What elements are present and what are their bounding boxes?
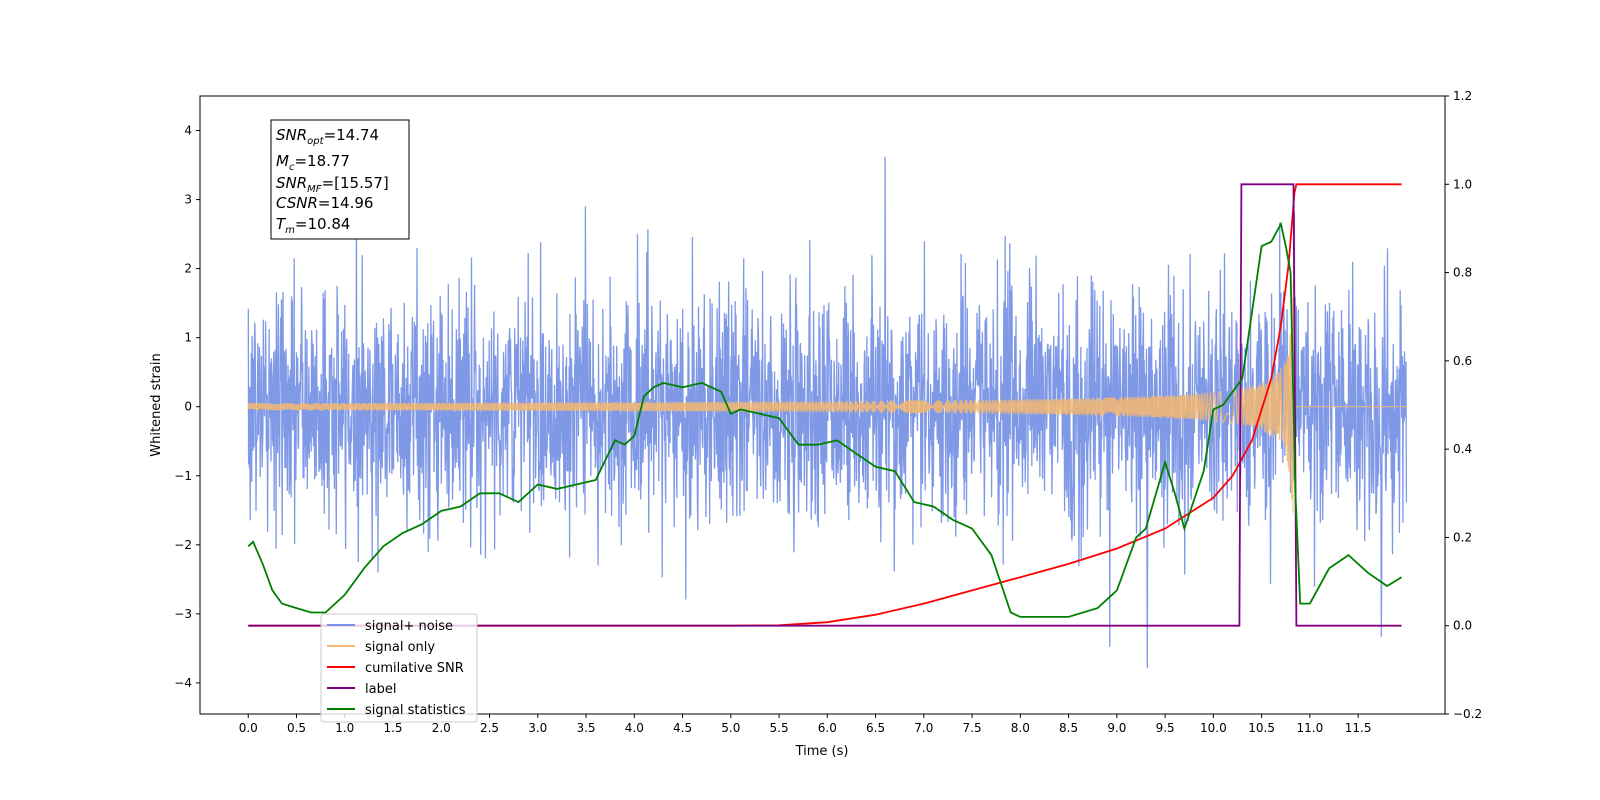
x-tick-label: 6.5 [866,721,885,735]
x-tick-label: 1.5 [383,721,402,735]
legend-label-label: label [365,682,396,697]
x-tick-label: 3.0 [528,721,547,735]
signal-noise-line [247,156,1408,669]
x-tick-label: 10.0 [1200,721,1227,735]
signal-statistics-line [247,221,1403,618]
y-tick-label: 2 [184,262,192,276]
x-tick-label: 0.0 [239,721,258,735]
y-tick-label: 1 [184,331,192,345]
y-tick-label: 0 [184,400,192,414]
annotation-tm: Tm=10.84 [276,215,350,236]
y2-tick-label: 0.4 [1453,442,1472,456]
x-tick-label: 7.0 [914,721,933,735]
legend-label-cumulative-snr: cumilative SNR [365,661,464,676]
x-tick-label: 9.5 [1156,721,1175,735]
signal-only-series [247,221,1407,513]
x-tick-label: 10.5 [1248,721,1275,735]
x-tick-label: 9.0 [1107,721,1126,735]
y-tick-label: −4 [174,676,192,690]
annotation-frame [270,119,410,240]
signal-noise-series [247,156,1408,669]
legend: signal+ noise signal only cumilative SNR… [320,613,478,723]
x-tick-label: 8.0 [1011,721,1030,735]
y-axis-ticks: 4 3 2 1 0 −1 −2 −3 −4 [174,124,200,690]
y-tick-label: 4 [184,124,192,138]
y2-tick-label: 0.8 [1453,266,1472,280]
x-tick-label: 8.5 [1059,721,1078,735]
x-axis-ticks: 0.0 0.5 1.0 1.5 2.0 2.5 3.0 3.5 4.0 4.5 5.0 5.5 6.0 6… [239,714,1372,735]
x-tick-label: 5.5 [770,721,789,735]
annotation-snr-mf: SNRMF=[15.57] [276,174,389,195]
annotation-snr-opt: SNRopt=14.74 [276,126,379,147]
annotation-mc: Mc=18.77 [276,152,350,173]
legend-label-signal-only: signal only [365,640,435,655]
y2-tick-label: 1.0 [1453,177,1472,191]
x-tick-label: 2.5 [480,721,499,735]
x-tick-label: 4.0 [625,721,644,735]
legend-label-signal-statistics: signal statistics [365,703,466,718]
annotation-box: SNRopt=14.74 Mc=18.77 SNRMF=[15.57] CSNR… [270,119,410,240]
right-axis-series [247,183,1403,627]
plot-frame [199,95,1446,715]
label-line [248,183,1402,627]
legend-label-signal-noise: signal+ noise [365,619,453,634]
x-tick-label: 5.0 [721,721,740,735]
y-axis-label: Whitened strain [149,353,164,456]
y2-tick-label: 1.2 [1453,89,1472,103]
x-tick-label: 3.5 [576,721,595,735]
y-tick-label: −2 [174,538,192,552]
y2-tick-label: 0.0 [1453,619,1472,633]
y-tick-label: −1 [174,469,192,483]
y-tick-label: 3 [184,193,192,207]
y-tick-label: −3 [174,607,192,621]
y2-tick-label: 0.6 [1453,354,1472,368]
y2-tick-label: −0.2 [1453,707,1482,721]
annotation-csnr: CSNR=14.96 [276,194,373,212]
x-tick-label: 4.5 [673,721,692,735]
y2-axis-ticks: 1.2 1.0 0.8 0.6 0.4 0.2 0.0 −0.2 [1445,89,1482,721]
signal-only-line [247,221,1407,513]
y2-tick-label: 0.2 [1453,530,1472,544]
x-tick-label: 11.5 [1345,721,1372,735]
x-tick-label: 11.0 [1297,721,1324,735]
x-tick-label: 6.0 [818,721,837,735]
x-tick-label: 1.0 [335,721,354,735]
x-axis-label: Time (s) [795,744,849,759]
x-tick-label: 7.5 [963,721,982,735]
x-tick-label: 0.5 [287,721,306,735]
x-tick-label: 2.0 [432,721,451,735]
legend-frame [320,613,478,723]
